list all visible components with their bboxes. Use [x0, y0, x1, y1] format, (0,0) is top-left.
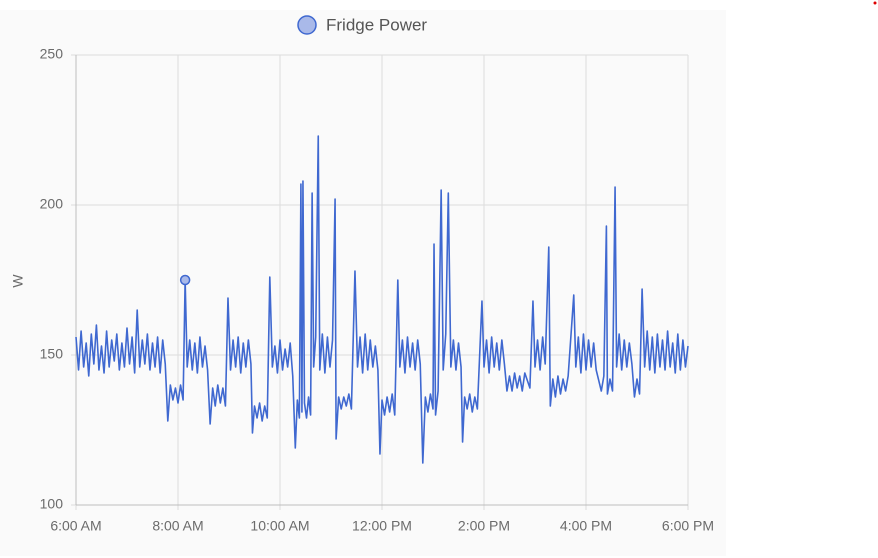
- dot: [873, 1, 877, 5]
- x-tick-label: 8:00 AM: [152, 518, 203, 534]
- x-tick-label: 6:00 PM: [662, 518, 714, 534]
- x-tick-label: 2:00 PM: [458, 518, 510, 534]
- x-tick-label: 4:00 PM: [560, 518, 612, 534]
- y-tick-label: 200: [40, 196, 64, 212]
- data-line: [75, 135, 689, 464]
- x-tick-label: 6:00 AM: [50, 518, 101, 534]
- highlight-point: [179, 274, 191, 286]
- y-tick-label: 250: [40, 46, 64, 62]
- y-tick-label: 100: [40, 496, 64, 512]
- legend-marker[interactable]: [297, 15, 317, 35]
- x-tick-label: 12:00 PM: [352, 518, 412, 534]
- card: [0, 10, 726, 556]
- y-tick-label: 150: [40, 346, 64, 362]
- y-axis-label: W: [10, 274, 26, 288]
- x-tick-label: 10:00 AM: [250, 518, 309, 534]
- legend-label[interactable]: Fridge Power: [326, 15, 427, 34]
